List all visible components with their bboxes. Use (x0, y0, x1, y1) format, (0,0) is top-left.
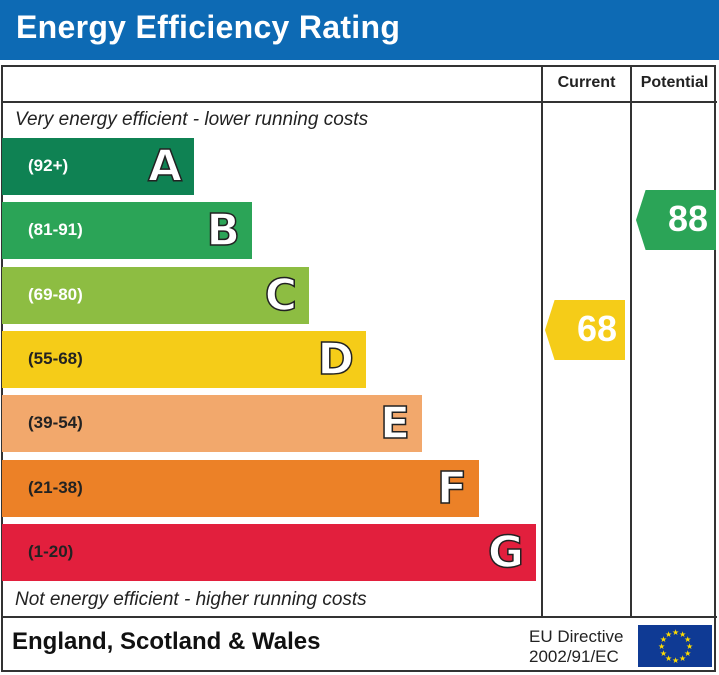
divider (541, 65, 543, 618)
star-icon: ★ (672, 628, 679, 637)
star-icon: ★ (672, 656, 679, 665)
band-range: (81-91) (28, 220, 83, 240)
band-letter: E (379, 397, 411, 450)
star-icon: ★ (684, 649, 691, 658)
star-icon: ★ (665, 630, 672, 639)
star-icon: ★ (660, 649, 667, 658)
band-d: (55-68) D (2, 330, 366, 388)
band-b: (81-91) B (2, 202, 252, 260)
band-letter: D (317, 333, 355, 386)
region-label: England, Scotland & Wales (12, 628, 321, 655)
band-range: (92+) (28, 156, 69, 175)
band-range: (1-20) (28, 541, 74, 561)
directive-line-2: 2002/91/EC (529, 647, 619, 666)
star-icon: ★ (686, 642, 693, 651)
current-rating-arrow: 68 (545, 300, 625, 360)
band-c: (69-80) C (2, 266, 309, 324)
band-letter: C (264, 269, 298, 322)
divider (1, 616, 717, 618)
current-rating-value: 68 (576, 308, 617, 349)
potential-rating-arrow: 88 (636, 190, 716, 250)
band-range: (21-38) (28, 477, 83, 497)
star-icon: ★ (679, 654, 686, 663)
title-bar: Energy Efficiency Rating (0, 0, 719, 60)
star-icon: ★ (684, 635, 691, 644)
band-range: (55-68) (28, 348, 83, 368)
bottom-note: Not energy efficient - higher running co… (15, 589, 367, 610)
eu-directive: EU Directive 2002/91/EC (529, 627, 623, 667)
potential-rating-value: 88 (667, 198, 708, 239)
band-letter: A (147, 140, 183, 193)
band-letter: F (436, 462, 468, 515)
band-range: (39-54) (28, 413, 83, 433)
band-e: (39-54) E (2, 395, 422, 453)
band-range: (69-80) (28, 284, 83, 304)
star-icon: ★ (665, 654, 672, 663)
band-g: (1-20) G (2, 523, 536, 581)
star-icon: ★ (679, 630, 686, 639)
band-f: (21-38) F (2, 459, 479, 517)
star-icon: ★ (658, 642, 665, 651)
chart-title: Energy Efficiency Rating (16, 9, 401, 45)
star-icon: ★ (660, 635, 667, 644)
band-letter: G (487, 526, 525, 579)
column-header-potential: Potential (640, 74, 709, 91)
divider (1, 101, 717, 103)
directive-line-1: EU Directive (529, 627, 624, 646)
eu-flag-icon: ★ ★ ★ ★ ★ ★ ★ ★ ★ ★ ★ ★ (638, 625, 712, 667)
divider (630, 65, 632, 618)
band-letter: B (206, 205, 241, 258)
band-a: (92+) A (2, 138, 194, 195)
top-note: Very energy efficient - lower running co… (15, 109, 369, 130)
column-header-current: Current (557, 74, 616, 91)
